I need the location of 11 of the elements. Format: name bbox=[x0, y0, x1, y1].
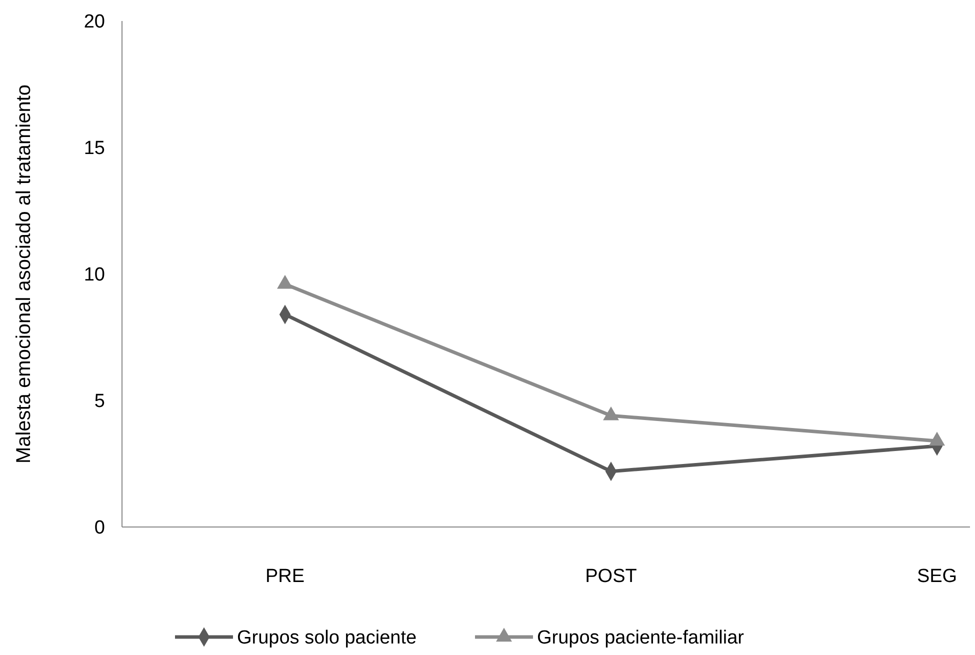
legend-label: Grupos solo paciente bbox=[237, 628, 417, 649]
y-tick-label: 15 bbox=[84, 138, 105, 160]
x-tick-label: SEG bbox=[916, 566, 958, 587]
x-tick-label: POST bbox=[585, 566, 638, 587]
y-axis-title: Malesta emocional asociado al tratamiento bbox=[13, 84, 35, 464]
x-tick-label: PRE bbox=[265, 566, 305, 587]
y-tick-label: 0 bbox=[94, 518, 105, 539]
y-tick-label: 10 bbox=[84, 264, 105, 286]
y-tick-label: 20 bbox=[84, 12, 105, 33]
legend-label: Grupos paciente-familiar bbox=[537, 628, 745, 649]
y-tick-label: 5 bbox=[94, 391, 105, 412]
